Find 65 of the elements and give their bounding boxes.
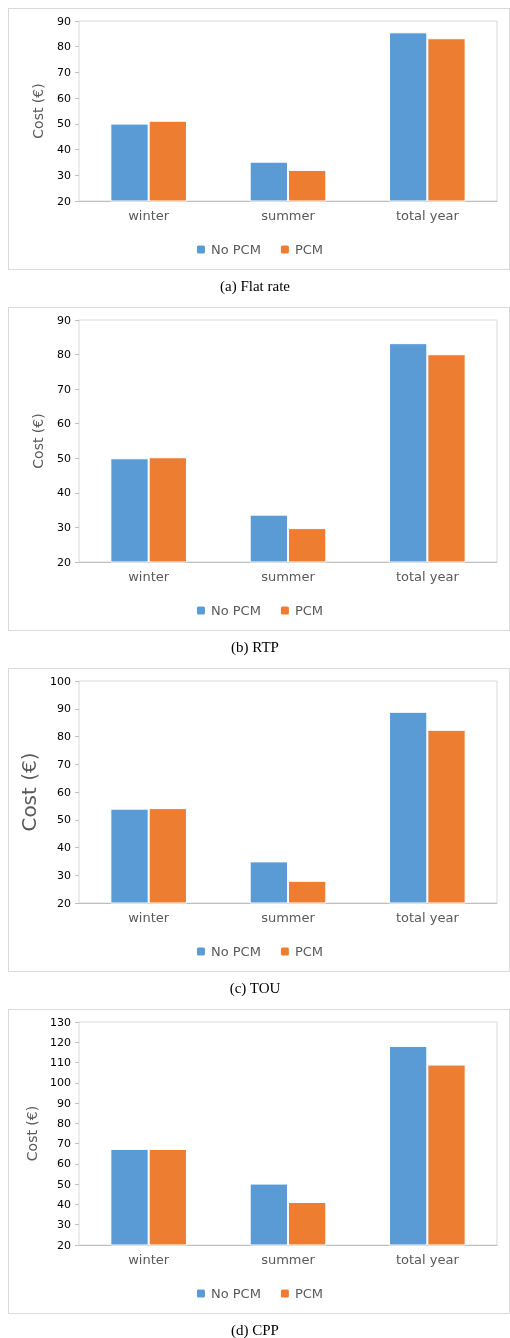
x-tick-label: winter — [128, 208, 170, 223]
text: (c) TOU — [228, 979, 282, 998]
y-tick-label: 40 — [57, 143, 71, 157]
y-tick-label: 100 — [50, 1076, 71, 1090]
text: (b) RTP — [230, 638, 280, 657]
x-tick-label: winter — [128, 569, 170, 584]
y-tick-label: 60 — [57, 417, 71, 431]
y-tick-label: 50 — [57, 1177, 71, 1191]
y-axis-title: Cost (€) — [30, 413, 46, 469]
y-tick-label: 70 — [57, 1137, 71, 1151]
y-tick-label: 20 — [57, 896, 71, 910]
y-tick-label: 90 — [57, 14, 71, 28]
legend-label: No PCM — [210, 1286, 261, 1301]
y-tick-label: 30 — [57, 1218, 71, 1232]
y-tick-label: 110 — [50, 1056, 71, 1070]
legend-label: No PCM — [210, 242, 261, 257]
y-tick-label: 30 — [57, 168, 71, 182]
legend-label: PCM — [294, 944, 324, 959]
y-tick-label: 90 — [57, 1096, 71, 1110]
legend-label: PCM — [294, 242, 324, 257]
legend-label: PCM — [294, 603, 324, 618]
x-tick-label: total year — [395, 569, 460, 584]
y-tick-label: 80 — [57, 1116, 71, 1130]
y-tick-label: 70 — [57, 382, 71, 396]
y-tick-label: 80 — [57, 40, 71, 54]
y-tick-label: 30 — [57, 520, 71, 534]
y-tick-label: 80 — [57, 348, 71, 362]
y-tick-label: 40 — [57, 486, 71, 500]
x-tick-label: total year — [395, 1252, 460, 1267]
legend-label: No PCM — [210, 603, 261, 618]
y-axis-title: Cost (€) — [17, 752, 42, 832]
y-tick-label: 20 — [57, 194, 71, 208]
x-tick-label: total year — [395, 208, 460, 223]
y-tick-label: 50 — [57, 813, 71, 827]
legend-label: PCM — [294, 1286, 324, 1301]
x-tick-label: summer — [261, 1252, 316, 1267]
y-tick-label: 60 — [57, 1157, 71, 1171]
y-tick-label: 40 — [57, 841, 71, 854]
y-tick-label: 20 — [57, 1238, 71, 1252]
y-tick-label: 80 — [57, 730, 71, 743]
x-tick-label: summer — [261, 208, 316, 223]
legend-label: No PCM — [210, 944, 261, 959]
y-tick-label: 130 — [50, 1015, 71, 1029]
y-tick-label: 70 — [57, 65, 71, 79]
text: (a) Flat rate — [219, 277, 291, 296]
y-tick-label: 30 — [57, 868, 71, 882]
y-tick-label: 90 — [57, 702, 71, 716]
x-tick-label: summer — [261, 569, 316, 584]
y-tick-label: 70 — [57, 757, 71, 771]
y-axis-title: Cost (€) — [24, 1105, 41, 1162]
y-tick-label: 20 — [57, 555, 71, 569]
text: (d) CPP — [230, 1321, 280, 1338]
y-tick-label: 60 — [57, 91, 71, 105]
y-tick-label: 50 — [57, 117, 71, 131]
y-tick-label: 120 — [50, 1035, 71, 1049]
y-tick-label: 100 — [50, 674, 71, 688]
x-tick-label: winter — [128, 1252, 170, 1267]
x-tick-label: summer — [261, 910, 316, 925]
y-tick-label: 60 — [57, 785, 71, 799]
x-tick-label: winter — [128, 910, 170, 925]
y-tick-label: 50 — [57, 451, 71, 465]
y-axis-title: Cost (€) — [30, 83, 46, 139]
y-tick-label: 40 — [57, 1197, 71, 1211]
x-tick-label: total year — [395, 910, 460, 925]
y-tick-label: 90 — [57, 313, 71, 327]
